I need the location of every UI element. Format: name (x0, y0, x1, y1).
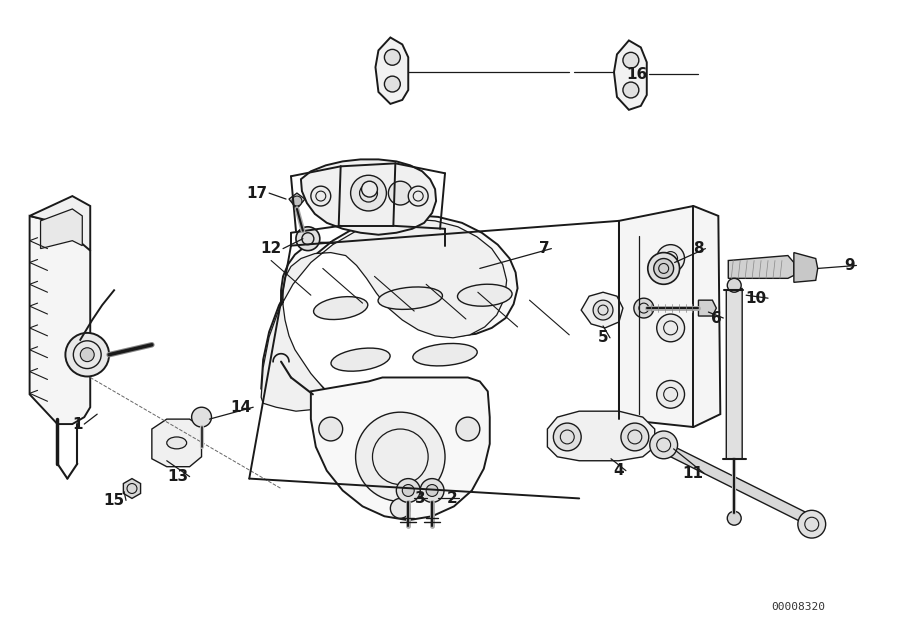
Circle shape (80, 348, 94, 362)
Polygon shape (261, 215, 518, 401)
Circle shape (66, 333, 109, 376)
Circle shape (396, 478, 420, 503)
Circle shape (456, 417, 480, 441)
Circle shape (362, 181, 377, 197)
Text: 8: 8 (693, 241, 704, 256)
Circle shape (356, 412, 445, 501)
Circle shape (409, 186, 428, 206)
Circle shape (657, 380, 685, 408)
Text: 3: 3 (415, 491, 426, 506)
Polygon shape (261, 219, 507, 412)
Circle shape (657, 314, 685, 342)
Ellipse shape (378, 287, 443, 310)
Circle shape (657, 245, 685, 273)
Polygon shape (726, 289, 742, 459)
Circle shape (426, 485, 438, 496)
Circle shape (623, 52, 639, 68)
Text: 9: 9 (844, 258, 855, 273)
Circle shape (292, 196, 302, 206)
Circle shape (593, 300, 613, 320)
Polygon shape (30, 196, 90, 250)
Text: 12: 12 (260, 241, 282, 256)
Polygon shape (375, 38, 409, 104)
Text: 7: 7 (539, 241, 550, 256)
Text: 17: 17 (247, 185, 268, 201)
Text: 16: 16 (626, 67, 647, 82)
Polygon shape (728, 255, 794, 278)
Text: 5: 5 (598, 331, 608, 345)
Polygon shape (301, 159, 436, 235)
Ellipse shape (313, 297, 368, 320)
Polygon shape (123, 478, 140, 498)
Circle shape (554, 423, 581, 451)
Circle shape (192, 407, 211, 427)
Polygon shape (619, 206, 720, 427)
Circle shape (797, 510, 825, 538)
Circle shape (727, 512, 742, 525)
Text: 15: 15 (104, 493, 124, 508)
Circle shape (384, 76, 400, 92)
Text: 00008320: 00008320 (770, 603, 824, 612)
Text: 14: 14 (230, 400, 252, 415)
Ellipse shape (166, 437, 186, 449)
Text: 10: 10 (745, 290, 767, 306)
Polygon shape (310, 378, 490, 520)
Circle shape (727, 278, 742, 292)
Circle shape (420, 478, 444, 503)
Polygon shape (698, 300, 716, 316)
Circle shape (653, 259, 673, 278)
Polygon shape (614, 40, 647, 110)
Text: 1: 1 (72, 417, 83, 432)
Circle shape (351, 175, 386, 211)
Polygon shape (30, 216, 90, 424)
Ellipse shape (331, 348, 390, 371)
Polygon shape (289, 193, 305, 209)
Circle shape (402, 485, 414, 496)
Circle shape (310, 186, 330, 206)
Polygon shape (794, 253, 818, 282)
Polygon shape (581, 292, 623, 328)
Circle shape (621, 423, 649, 451)
Circle shape (384, 50, 400, 65)
Text: 11: 11 (682, 466, 703, 481)
Polygon shape (547, 412, 654, 461)
Polygon shape (40, 209, 82, 248)
Circle shape (623, 82, 639, 98)
Ellipse shape (413, 343, 477, 366)
Text: 4: 4 (614, 463, 625, 478)
Text: 2: 2 (446, 491, 457, 506)
Circle shape (650, 431, 678, 459)
Polygon shape (659, 439, 818, 530)
Circle shape (389, 181, 412, 205)
Circle shape (648, 253, 680, 284)
Circle shape (319, 417, 343, 441)
Ellipse shape (457, 284, 512, 306)
Text: 6: 6 (711, 310, 722, 326)
Circle shape (391, 498, 410, 519)
Polygon shape (152, 419, 202, 467)
Circle shape (634, 298, 653, 318)
Circle shape (296, 227, 320, 250)
Text: 13: 13 (167, 469, 188, 484)
